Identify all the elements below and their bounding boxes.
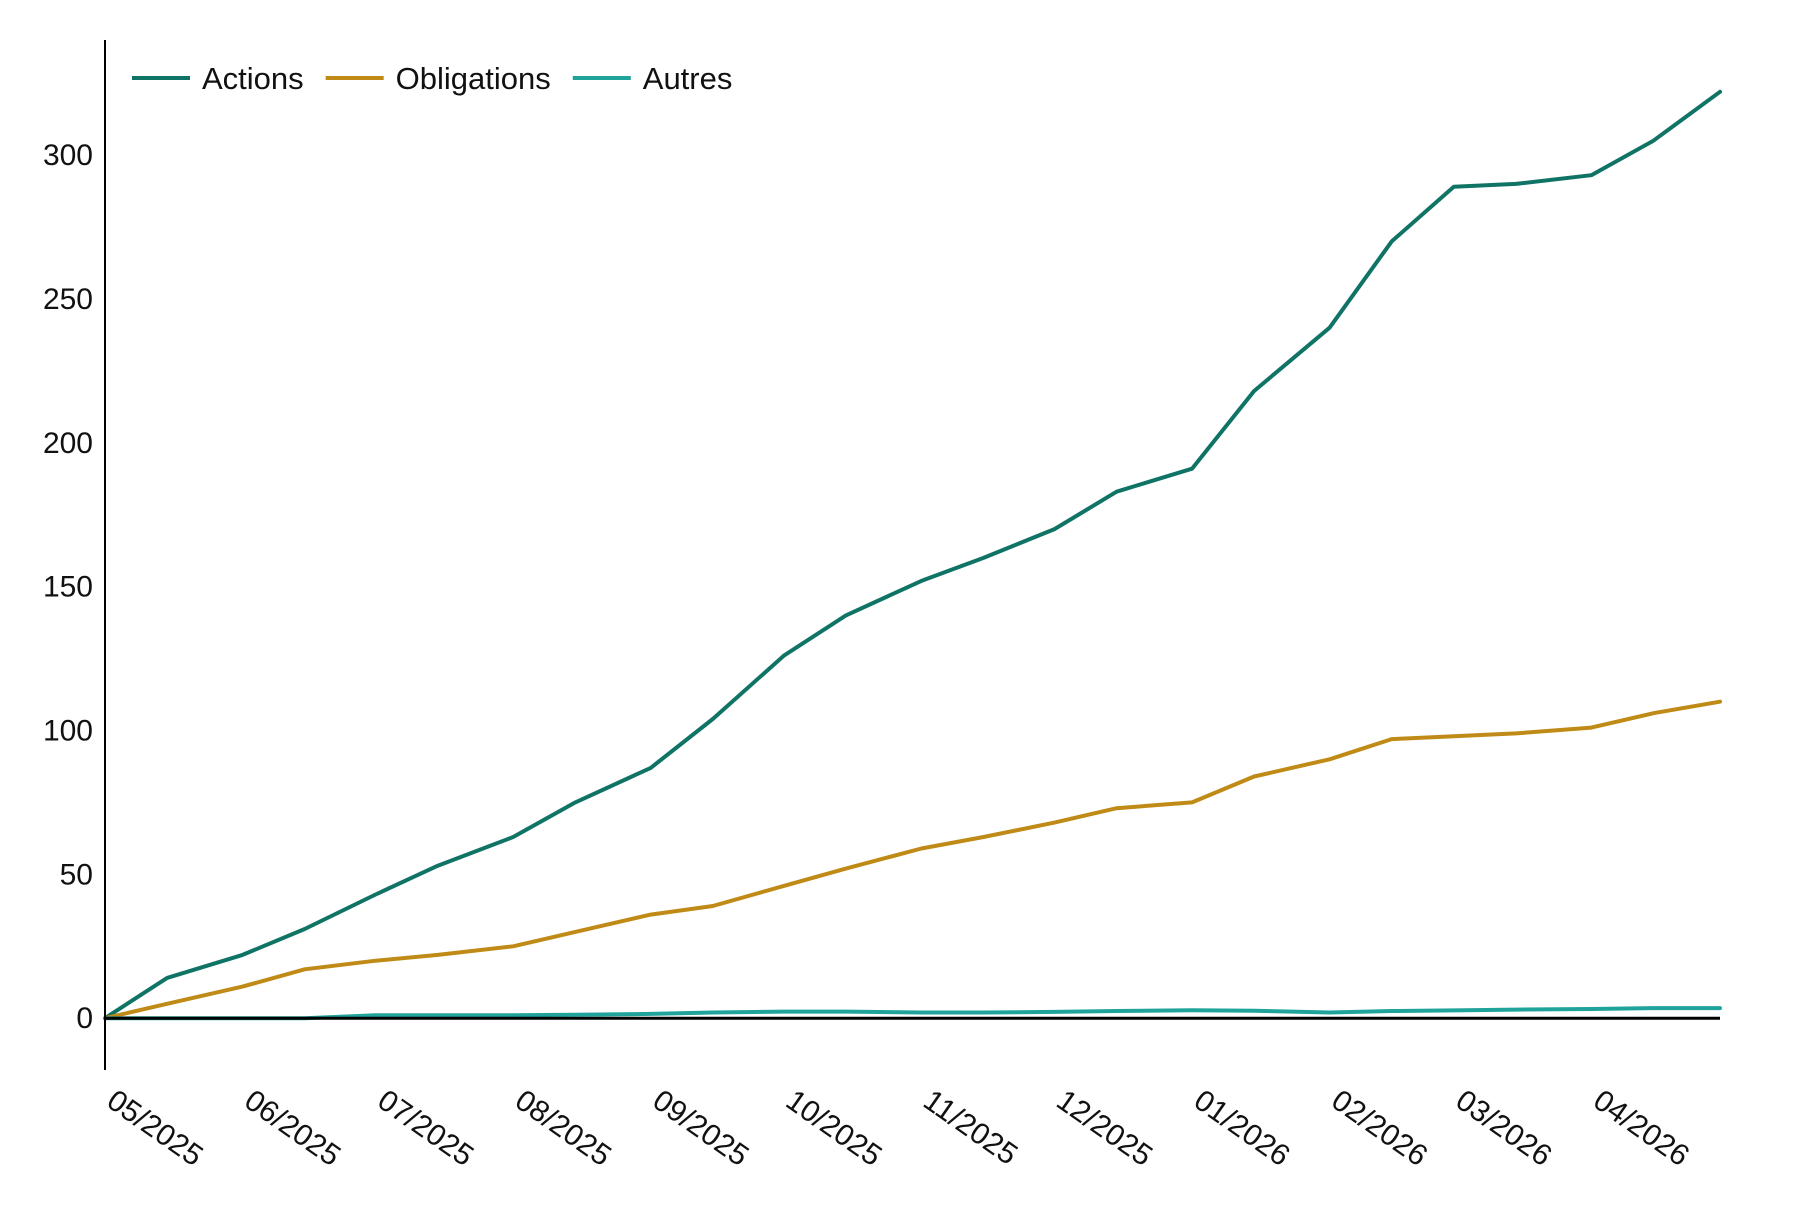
series-line-obligations	[103, 699, 1722, 1021]
legend: Actions Obligations Autres	[132, 61, 732, 96]
x-tick-label: 07/2025	[372, 1084, 480, 1173]
x-tick-label: 02/2026	[1326, 1084, 1434, 1173]
y-tick-label: 200	[43, 427, 93, 460]
x-tick-label: 01/2026	[1188, 1084, 1296, 1173]
x-tick-label: 05/2025	[101, 1084, 209, 1173]
y-tick-label: 50	[60, 858, 93, 891]
x-tick-label: 09/2025	[647, 1084, 755, 1173]
legend-label-actions: Actions	[202, 61, 304, 96]
x-tick-label: 10/2025	[780, 1084, 888, 1173]
series-line-actions	[103, 89, 1722, 1021]
x-tick-label: 11/2025	[917, 1084, 1023, 1172]
x-tick-label: 12/2025	[1050, 1084, 1158, 1173]
y-tick-label: 250	[43, 283, 93, 316]
legend-label-autres: Autres	[643, 61, 733, 96]
x-tick-label: 08/2025	[509, 1084, 617, 1173]
x-tick-label: 06/2025	[239, 1084, 347, 1173]
series-layer	[103, 89, 1722, 1021]
x-tick-label: 03/2026	[1450, 1084, 1558, 1173]
x-axis-ticks: 05/2025 06/2025 07/2025 08/2025 09/2025 10/20…	[101, 1084, 1695, 1173]
y-tick-label: 150	[43, 571, 93, 604]
y-tick-label: 0	[76, 1002, 93, 1035]
series-line-autres	[103, 1006, 1722, 1021]
x-tick-label: 04/2026	[1587, 1084, 1695, 1173]
y-tick-label: 300	[43, 139, 93, 172]
y-axis-ticks: 0 50 100 150 200 250 300	[43, 139, 93, 1035]
y-tick-label: 100	[43, 715, 93, 748]
legend-label-obligations: Obligations	[396, 61, 551, 96]
